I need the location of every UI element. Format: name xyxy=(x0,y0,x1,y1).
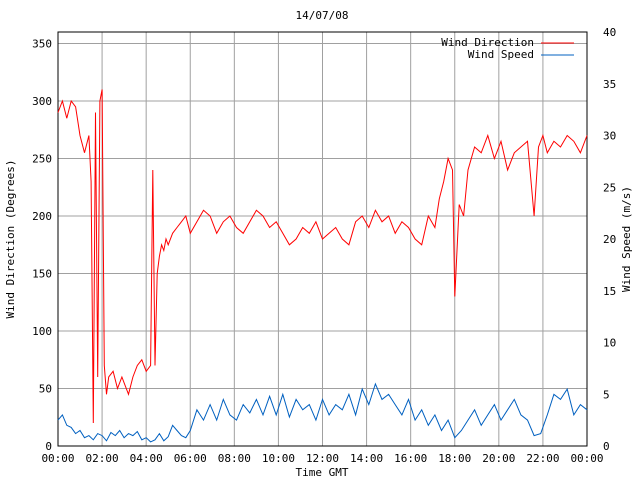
left-y-axis-label: Wind Direction (Degrees) xyxy=(4,160,17,319)
left-y-tick-label: 100 xyxy=(32,325,52,338)
right-y-tick-label: 25 xyxy=(603,181,616,194)
x-tick-label: 14:00 xyxy=(350,452,383,465)
left-y-tick-label: 0 xyxy=(45,440,52,453)
legend-label-wind-speed: Wind Speed xyxy=(468,48,534,61)
x-tick-label: 16:00 xyxy=(394,452,427,465)
left-y-tick-label: 300 xyxy=(32,95,52,108)
grid-lines xyxy=(58,32,587,446)
right-y-tick-label: 20 xyxy=(603,233,616,246)
right-y-tick-label: 5 xyxy=(603,388,610,401)
x-tick-labels: 00:00 02:00 04:00 06:00 08:00 10:00 12:00 14:00… xyxy=(41,452,603,465)
x-tick-label: 20:00 xyxy=(482,452,515,465)
legend: Wind Direction Wind Speed xyxy=(441,36,574,61)
right-y-tick-label: 40 xyxy=(603,26,616,39)
right-y-tick-label: 15 xyxy=(603,285,616,298)
right-y-tick-label: 0 xyxy=(603,440,610,453)
x-tick-label: 22:00 xyxy=(526,452,559,465)
left-y-tick-label: 200 xyxy=(32,210,52,223)
left-y-tick-label: 50 xyxy=(39,383,52,396)
x-tick-label: 08:00 xyxy=(218,452,251,465)
x-tick-label: 04:00 xyxy=(130,452,163,465)
x-tick-label: 18:00 xyxy=(438,452,471,465)
x-tick-label: 00:00 xyxy=(570,452,603,465)
wind-speed-line xyxy=(57,382,588,443)
x-tick-label: 02:00 xyxy=(86,452,119,465)
right-y-tick-label: 10 xyxy=(603,337,616,350)
chart-title: 14/07/08 xyxy=(296,9,349,22)
right-y-axis-label: Wind Speed (m/s) xyxy=(620,186,633,292)
left-y-tick-label: 350 xyxy=(32,38,52,51)
x-tick-label: 10:00 xyxy=(262,452,295,465)
right-y-tick-label: 30 xyxy=(603,130,616,143)
right-y-tick-label: 35 xyxy=(603,78,616,91)
legend-label-wind-direction: Wind Direction xyxy=(441,36,534,49)
plot-area-border xyxy=(57,31,588,447)
x-tick-label: 12:00 xyxy=(306,452,339,465)
series-layer xyxy=(57,89,588,443)
right-y-tick-labels: 0 5 10 15 20 25 30 35 40 xyxy=(603,26,616,453)
x-tick-label: 00:00 xyxy=(41,452,74,465)
x-tick-label: 06:00 xyxy=(174,452,207,465)
left-y-tick-label: 250 xyxy=(32,153,52,166)
left-y-tick-labels: 0 50 100 150 200 250 300 350 xyxy=(32,38,52,454)
left-y-tick-label: 150 xyxy=(32,268,52,281)
wind-direction-line xyxy=(57,89,588,424)
x-axis-label: Time GMT xyxy=(296,466,349,479)
